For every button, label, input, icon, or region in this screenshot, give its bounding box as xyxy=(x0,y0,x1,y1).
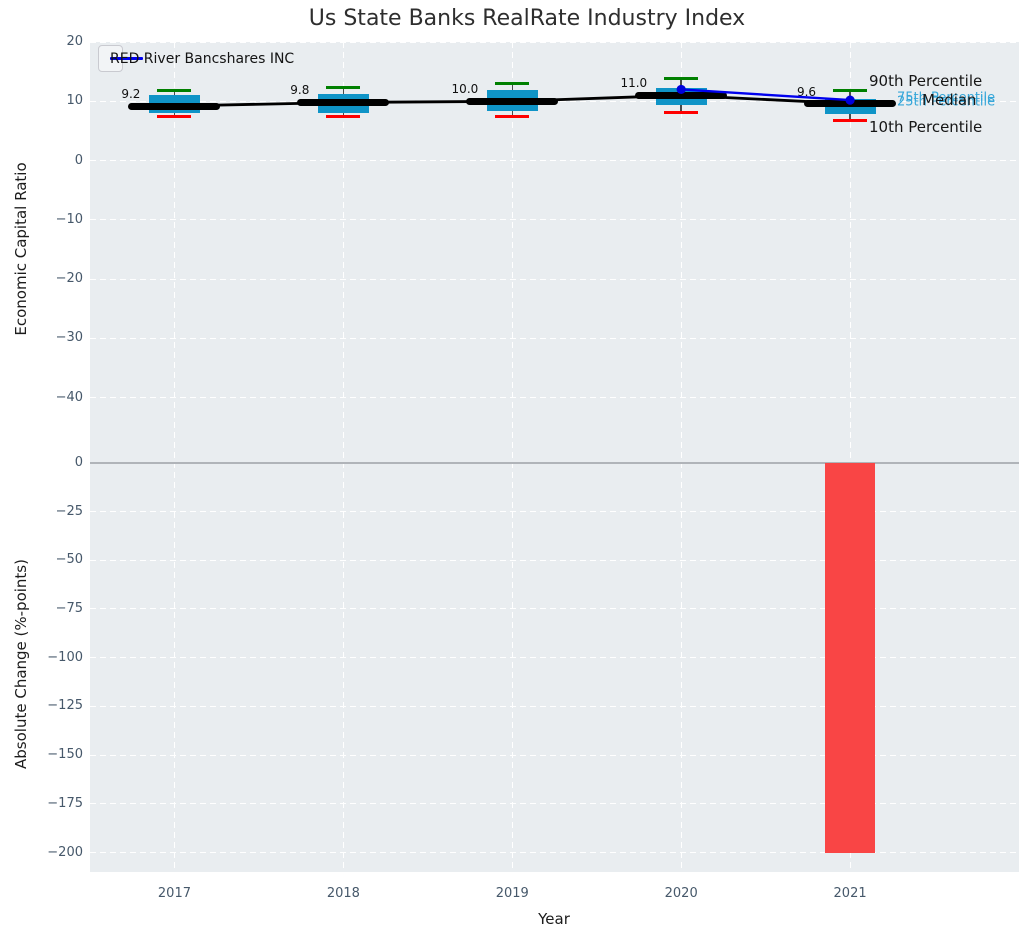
p90-cap xyxy=(664,77,699,81)
median-annotation: 9.2 xyxy=(121,87,141,102)
change-bar xyxy=(825,462,876,853)
label-10th-percentile: 10th Percentile xyxy=(869,118,983,136)
gridline-vertical xyxy=(680,42,682,872)
x-tick-label: 2018 xyxy=(326,886,360,901)
gridline-vertical xyxy=(511,42,513,872)
label-75th-percentile: 75th Percentile xyxy=(897,90,996,106)
label-25th-percentile: 25th Percentile xyxy=(897,94,996,110)
median-annotation: 9.6 xyxy=(796,84,817,99)
gridline-vertical xyxy=(849,42,851,872)
y-tick-label: −25 xyxy=(55,503,83,519)
y-tick-label: −30 xyxy=(55,330,83,346)
gridline-horizontal xyxy=(90,397,1019,399)
y-tick-label: 0 xyxy=(74,152,83,168)
x-tick-label: 2017 xyxy=(157,886,191,901)
y-axis-label-top: Economic Capital Ratio xyxy=(12,162,30,336)
p10-cap xyxy=(157,115,192,119)
zero-line xyxy=(90,461,1019,464)
p90-cap xyxy=(157,88,192,92)
p10-cap xyxy=(326,114,361,118)
median-band xyxy=(804,100,897,108)
p10-cap xyxy=(495,114,530,118)
gridline-horizontal xyxy=(90,278,1019,280)
label-median: Median xyxy=(922,91,977,109)
gridline-vertical xyxy=(173,42,175,872)
p90-cap xyxy=(833,88,868,92)
p90-cap xyxy=(326,86,361,90)
gridline-horizontal xyxy=(90,160,1019,162)
median-band xyxy=(635,91,728,99)
gridline-horizontal xyxy=(90,608,1019,610)
legend-line-sample xyxy=(110,57,143,60)
y-tick-label: −40 xyxy=(55,389,83,405)
y-tick-label: −125 xyxy=(47,698,83,714)
gridline-horizontal xyxy=(90,559,1019,561)
gridline-horizontal xyxy=(90,657,1019,659)
gridline-horizontal xyxy=(90,705,1019,707)
p10-cap xyxy=(664,111,699,115)
gridline-horizontal xyxy=(90,852,1019,854)
median-annotation: 11.0 xyxy=(620,76,648,91)
y-tick-label: −10 xyxy=(55,211,83,227)
y-tick-label: −20 xyxy=(55,271,83,287)
legend: RED River Bancshares INC xyxy=(98,45,294,72)
plot-area xyxy=(90,42,1019,872)
gridline-vertical xyxy=(342,42,344,872)
y-tick-label: −100 xyxy=(47,649,83,665)
y-tick-label: −50 xyxy=(55,552,83,568)
chart-title: Us State Banks RealRate Industry Index xyxy=(308,6,746,31)
y-tick-label: 0 xyxy=(74,454,83,470)
gridline-horizontal xyxy=(90,219,1019,221)
y-tick-label: −175 xyxy=(47,795,83,811)
median-annotation: 10.0 xyxy=(451,82,479,97)
median-band xyxy=(297,98,390,106)
gridline-horizontal xyxy=(90,41,1019,43)
p90-cap xyxy=(495,82,530,85)
x-tick-label: 2019 xyxy=(495,886,529,901)
x-tick-label: 2020 xyxy=(664,886,698,901)
gridline-horizontal xyxy=(90,511,1019,513)
y-tick-label: 20 xyxy=(66,34,83,49)
median-band xyxy=(128,102,221,110)
y-tick-label: −75 xyxy=(55,600,83,616)
y-tick-label: 10 xyxy=(66,93,83,109)
median-band xyxy=(466,97,559,105)
x-tick-label: 2021 xyxy=(833,886,867,901)
gridline-horizontal xyxy=(90,337,1019,339)
p10-cap xyxy=(833,118,868,122)
legend-label: RED River Bancshares INC xyxy=(110,50,295,67)
y-tick-label: −150 xyxy=(47,747,83,763)
gridline-horizontal xyxy=(90,754,1019,756)
gridline-horizontal xyxy=(90,803,1019,805)
y-tick-label: −200 xyxy=(47,844,83,860)
median-annotation: 9.8 xyxy=(290,83,310,98)
x-axis-label: Year xyxy=(538,910,570,928)
label-90th-percentile: 90th Percentile xyxy=(869,72,983,90)
